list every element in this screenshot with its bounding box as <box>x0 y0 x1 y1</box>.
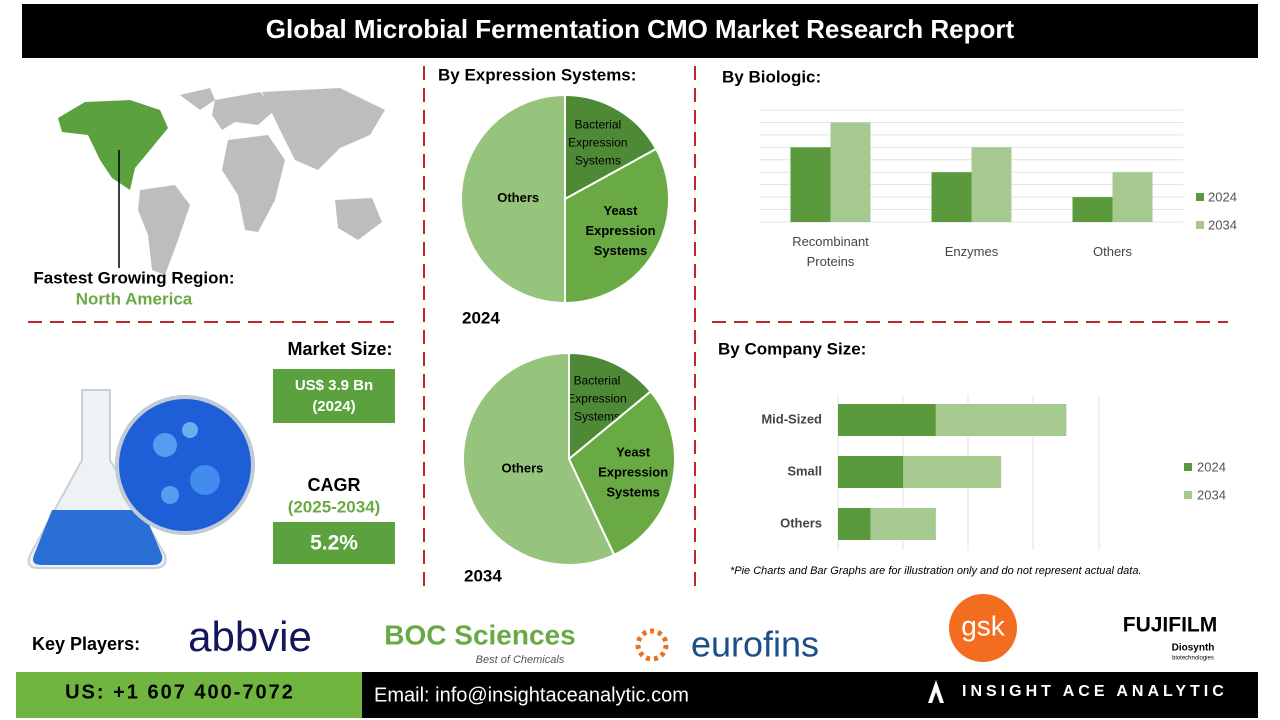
cagr-period: (2025-2034) <box>288 497 381 516</box>
bar <box>931 172 972 222</box>
legend-label: 2024 <box>1197 459 1226 474</box>
key-players-label: Key Players: <box>32 634 140 654</box>
legend-swatch <box>1196 221 1204 229</box>
gsk-icon <box>949 594 1017 662</box>
pie-slice <box>564 147 670 305</box>
bar <box>838 456 904 488</box>
pie-slice <box>564 93 658 201</box>
bar <box>1112 172 1153 222</box>
dividers <box>28 66 1228 592</box>
cagr-label: CAGR <box>308 475 361 495</box>
bar <box>1072 197 1113 222</box>
pie-label: Bacterial Expression Systems <box>568 118 627 168</box>
chart-title: By Biologic: <box>722 67 821 86</box>
cagr-box <box>273 522 395 564</box>
market-size-value: US$ 3.9 Bn <box>295 377 373 394</box>
bar <box>903 456 1002 488</box>
pie-slice <box>462 351 616 566</box>
world-map <box>138 88 385 275</box>
pie-label: Others <box>501 461 543 476</box>
x-tick-label: Others <box>1093 244 1133 259</box>
logo-gsk: gsk <box>961 610 1006 641</box>
market-size-year: (2024) <box>312 398 355 415</box>
pie-slice <box>460 93 566 305</box>
title-bar <box>22 4 1258 58</box>
pie-slice <box>568 351 653 462</box>
bar <box>830 122 871 222</box>
bar <box>935 404 1067 436</box>
flask-illustration <box>27 389 255 569</box>
footer-bar <box>362 672 1258 718</box>
region-label: Fastest Growing Region: <box>33 268 234 287</box>
pie-year: 2034 <box>464 566 502 585</box>
logo-eurofins: eurofins <box>691 624 819 665</box>
phone: US: +1 607 400-7072 <box>65 681 295 703</box>
pie-year: 2024 <box>462 308 500 327</box>
chart-title: By Company Size: <box>718 339 866 358</box>
legend-swatch <box>1184 491 1192 499</box>
chart-title: By Expression Systems: <box>438 65 636 84</box>
email: Email: info@insightaceanalytic.com <box>374 684 689 706</box>
phone-box <box>16 672 362 718</box>
logo-biotech: biotechnologies <box>1172 656 1214 662</box>
pie-label: Yeast Expression Systems <box>598 445 668 500</box>
bar <box>790 147 831 222</box>
pie-label: Bacterial Expression Systems <box>567 374 626 424</box>
x-tick-label: Recombinant Proteins <box>792 234 869 269</box>
y-tick-label: Others <box>780 515 822 530</box>
north-america <box>58 100 168 190</box>
y-tick-label: Small <box>787 463 822 478</box>
legend-label: 2024 <box>1208 189 1237 204</box>
y-tick-label: Mid-Sized <box>761 411 822 426</box>
bar <box>838 404 936 436</box>
logo-boc: BOC Sciences <box>384 619 575 650</box>
legend-label: 2034 <box>1208 217 1237 232</box>
pie-label: Others <box>497 190 539 205</box>
region-value: North America <box>76 289 193 308</box>
disclaimer: *Pie Charts and Bar Graphs are for illus… <box>730 565 1142 577</box>
bar <box>838 508 871 540</box>
brand-icon <box>928 680 944 703</box>
market-size-box <box>273 369 395 423</box>
bar <box>870 508 936 540</box>
logo-boc-tagline: Best of Chemicals <box>476 654 565 666</box>
bar <box>971 147 1012 222</box>
cagr-value: 5.2% <box>310 532 358 555</box>
pie-label: Yeast Expression Systems <box>585 203 655 258</box>
logo-fujifilm: FUJIFILM <box>1123 614 1218 637</box>
legend-swatch <box>1196 193 1204 201</box>
market-size-label: Market Size: <box>287 339 392 359</box>
logo-diosynth: Diosynth <box>1172 643 1215 654</box>
logo-abbvie: abbvie <box>188 613 312 660</box>
legend-label: 2034 <box>1197 487 1226 502</box>
brand: INSIGHT ACE ANALYTIC <box>962 683 1228 700</box>
legend-swatch <box>1184 463 1192 471</box>
page-title: Global Microbial Fermentation CMO Market… <box>266 14 1015 44</box>
eurofins-icon <box>635 628 669 662</box>
x-tick-label: Enzymes <box>945 244 999 259</box>
